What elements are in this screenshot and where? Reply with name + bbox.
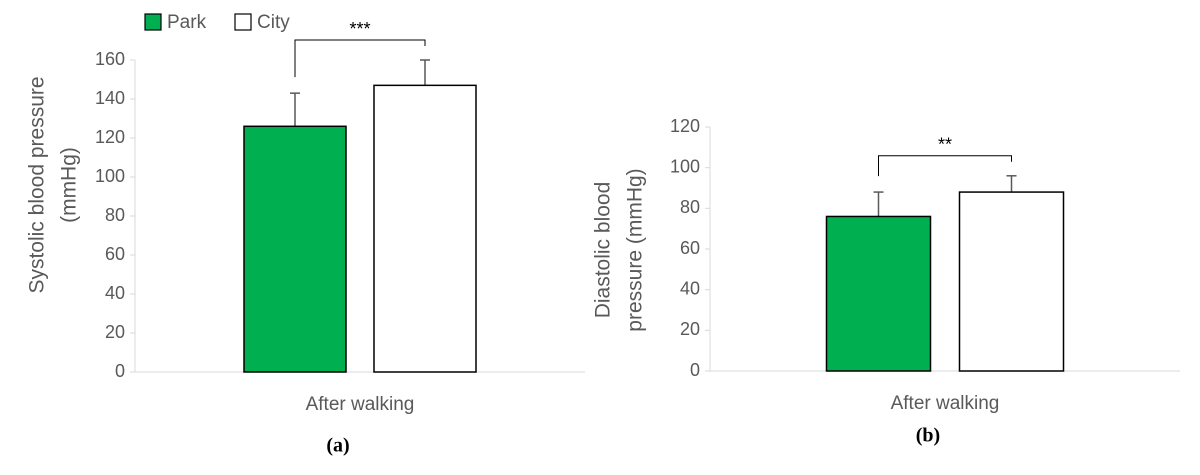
y-tick-label: 100 [95,166,125,186]
y-tick-label: 100 [670,156,700,176]
y-tick-label: 80 [105,205,125,225]
bar [958,191,1065,372]
y-axis-label: pressure (mmHg) [624,168,647,331]
y-tick-label: 120 [95,127,125,147]
bar [243,125,347,373]
significance-bracket [878,155,1012,177]
legend-label: Park [167,12,207,33]
panel-caption: (b) [916,425,940,447]
y-tick-label: 40 [105,283,125,303]
y-axis-label: (mmHg) [58,147,81,223]
significance-bracket [294,39,426,78]
y-tick-label: 0 [690,360,700,380]
y-tick-label: 40 [680,278,700,298]
y-axis-label: Systolic blood pressure [26,76,49,293]
y-tick-label: 140 [95,88,125,108]
y-tick-label: 120 [670,116,700,136]
legend-swatch [144,13,162,31]
y-axis-label: Diastolic blood [592,182,615,319]
significance-label: *** [349,19,370,39]
panel-caption: (a) [326,435,349,457]
bar [373,84,477,373]
y-tick-label: 60 [105,244,125,264]
x-tick-label: After walking [306,394,415,415]
y-tick-label: 60 [680,238,700,258]
legend-swatch [234,13,252,31]
significance-label: ** [938,135,952,155]
y-tick-label: 160 [95,49,125,69]
y-tick-label: 0 [115,361,125,381]
y-tick-label: 20 [680,319,700,339]
x-tick-label: After walking [891,393,1000,414]
legend-label: City [257,12,290,33]
y-tick-label: 20 [105,322,125,342]
bar [825,215,932,372]
y-tick-label: 80 [680,197,700,217]
